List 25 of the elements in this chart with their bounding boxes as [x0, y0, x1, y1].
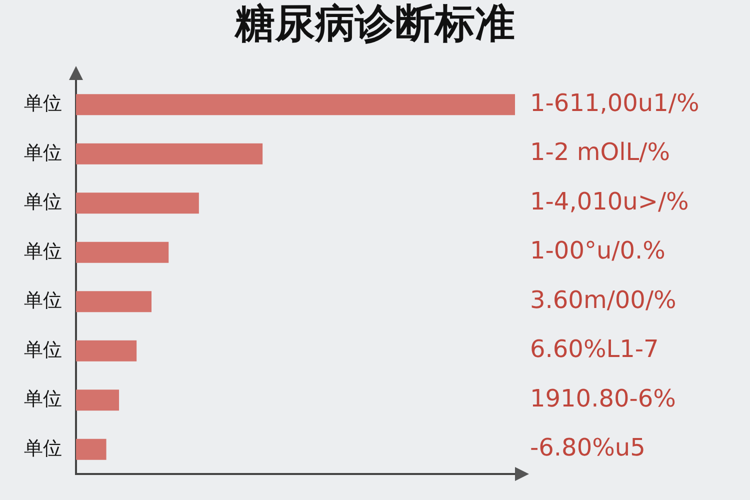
bar: [76, 340, 137, 362]
y-tick-label: 单位: [24, 338, 62, 361]
text: 1910.80-6%: [530, 384, 676, 412]
text: 1-00°u/0.%: [530, 236, 666, 265]
bar: [76, 242, 169, 263]
y-tick-label: 单位: [24, 240, 62, 262]
bar: [76, 291, 152, 312]
y-tick-label: 单位: [24, 92, 62, 115]
bar: [76, 143, 263, 164]
y-tick-label: 单位: [24, 388, 62, 410]
bar: [76, 438, 106, 460]
text: -6.80%u5: [530, 434, 646, 462]
bar: [76, 390, 120, 411]
y-tick-label: 单位: [24, 142, 62, 164]
text: 1-4,010u>/%: [530, 187, 689, 216]
chart-title: 糖尿病诊断标准: [233, 0, 516, 48]
text: 3.60m/00/%: [530, 286, 676, 314]
bar: [76, 192, 199, 214]
y-tick-label: 单位: [24, 191, 62, 214]
text: 1-611,00u1/%: [530, 88, 700, 117]
bar: [76, 94, 515, 116]
text: 6.60%L1-7: [530, 335, 659, 364]
text: 1-2 mOlL/%: [530, 138, 670, 166]
y-tick-label: 单位: [24, 437, 62, 460]
y-tick-label: 单位: [24, 290, 62, 312]
